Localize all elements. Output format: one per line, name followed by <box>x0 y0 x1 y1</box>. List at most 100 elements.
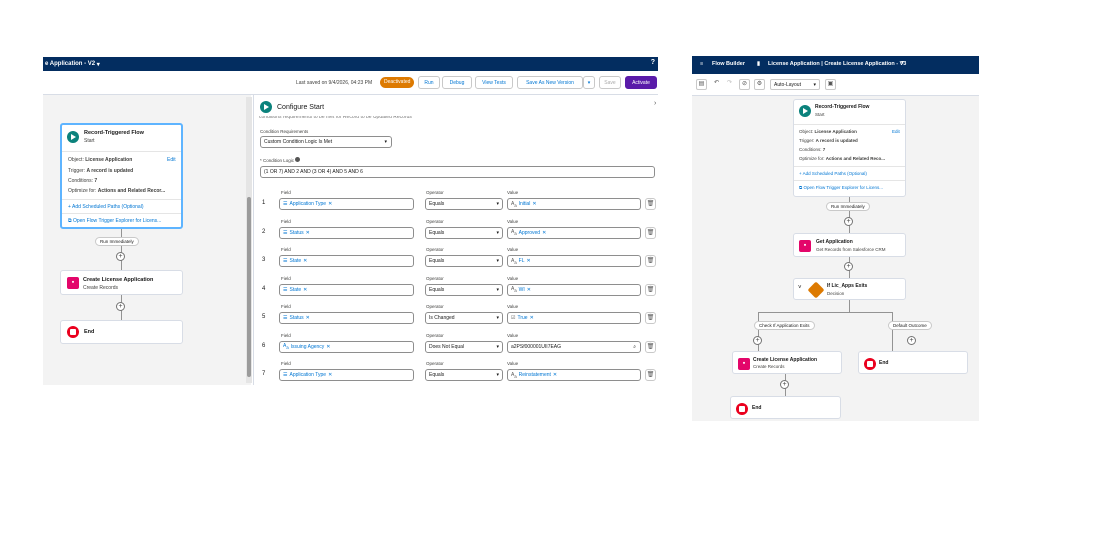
decision-node[interactable]: ˅ If Lic_Apps Exits Decision <box>793 278 906 300</box>
value-input[interactable]: Aa WI ✕ <box>507 283 641 296</box>
object-label: Object: <box>799 129 814 134</box>
row-number: 1 <box>262 200 266 206</box>
field-input[interactable]: ☰ State ✕ <box>279 283 414 296</box>
save-button[interactable]: Save <box>599 76 621 89</box>
gear-icon[interactable]: ⚙ <box>754 79 765 90</box>
operator-select[interactable]: Equals ▾ <box>425 226 503 239</box>
edit-link[interactable]: Edit <box>892 129 900 134</box>
run-button[interactable]: Run <box>418 76 440 89</box>
trash-icon[interactable]: 🗑 <box>645 340 656 353</box>
trigger-explorer-link[interactable]: ⧉ Open Flow Trigger Explorer for Licens.… <box>799 185 884 190</box>
create-sub: Create Records <box>83 285 119 291</box>
value-input[interactable]: Aa Approved ✕ <box>507 226 641 239</box>
operator-select[interactable]: Equals ▾ <box>425 283 503 296</box>
value-input[interactable]: Aa FL ✕ <box>507 255 641 267</box>
start-title: Record-Triggered Flow <box>84 130 144 136</box>
operator-select[interactable]: Equals ▾ <box>425 198 503 210</box>
chevron-down-icon[interactable]: ▾ <box>901 60 904 66</box>
add-element-icon[interactable]: + <box>844 262 853 271</box>
add-scheduled-paths-link[interactable]: + Add Scheduled Paths (Optional) <box>68 204 144 210</box>
configure-start-panel: Configure Start › conditions requirement… <box>246 95 658 385</box>
flow-canvas[interactable]: Record-Triggered Flow Start Object: Lice… <box>43 95 251 385</box>
add-scheduled-paths-link[interactable]: + Add Scheduled Paths (Optional) <box>799 171 867 176</box>
add-element-icon[interactable]: + <box>780 380 789 389</box>
undo-icon[interactable]: ↶ <box>711 79 722 90</box>
save-as-button[interactable]: Save As New Version <box>517 76 583 89</box>
get-records-node[interactable]: ▪ Get Application Get Records from Sales… <box>793 233 906 257</box>
condition-requirements-select[interactable]: Custom Condition Logic Is Met ▾ <box>260 136 392 148</box>
create-records-node[interactable]: ▪ Create License Application Create Reco… <box>732 351 842 374</box>
header-bar: e Application - V2 ▾ ? <box>43 57 658 71</box>
clipped-text: conditions requirements to be met for Re… <box>259 116 412 119</box>
trigger-explorer-link[interactable]: ⧉ Open Flow Trigger Explorer for Licens.… <box>68 218 162 224</box>
operator-select[interactable]: Equals ▾ <box>425 369 503 381</box>
divider <box>62 199 181 200</box>
value-input[interactable]: Aa Initial ✕ <box>507 198 641 210</box>
end-label: End <box>879 360 889 366</box>
divider <box>794 180 905 181</box>
trash-icon[interactable]: 🗑 <box>645 312 656 324</box>
disable-icon[interactable]: ⊘ <box>739 79 750 90</box>
info-icon <box>295 157 301 162</box>
trash-icon[interactable]: 🗑 <box>645 255 656 267</box>
add-element-icon[interactable]: + <box>116 252 125 261</box>
value-label: Value <box>507 361 519 366</box>
field-input[interactable]: ☰ State ✕ <box>279 255 414 267</box>
end-node-default[interactable]: End <box>858 351 968 374</box>
conditions-label: Conditions: <box>799 147 822 152</box>
start-title: Record-Triggered Flow <box>815 104 870 110</box>
value-input[interactable]: ☑ True ✕ <box>507 312 641 324</box>
chevron-down-icon[interactable]: ▾ <box>583 76 595 89</box>
end-node[interactable]: End <box>60 320 183 344</box>
trash-icon[interactable]: 🗑 <box>645 198 656 210</box>
debug-button[interactable]: Debug <box>442 76 472 89</box>
edit-link[interactable]: Edit <box>167 157 176 163</box>
create-records-node[interactable]: ▪ Create License Application Create Reco… <box>60 270 183 295</box>
field-icon: ☰ <box>283 258 288 264</box>
start-node[interactable]: Record-Triggered Flow Start Object: Lice… <box>60 123 183 229</box>
start-sub: Start <box>84 138 95 144</box>
create-title: Create License Application <box>753 357 817 363</box>
chevron-down-icon[interactable]: ˅ <box>798 285 802 291</box>
help-icon[interactable]: ? <box>650 59 655 66</box>
connector <box>849 197 850 205</box>
collapse-icon[interactable]: › <box>654 100 657 107</box>
add-element-icon[interactable]: + <box>116 302 125 311</box>
value-input[interactable]: Aa Reinstatement ✕ <box>507 369 641 381</box>
create-sub: Create Records <box>753 364 785 369</box>
trash-icon[interactable]: 🗑 <box>645 283 656 296</box>
end-node[interactable]: End <box>730 396 841 419</box>
operator-select[interactable]: Equals ▾ <box>425 255 503 267</box>
field-input[interactable]: ☰ Application Type ✕ <box>279 198 414 210</box>
play-icon <box>67 131 79 143</box>
canvas-icon[interactable]: ▣ <box>825 79 836 90</box>
add-element-icon[interactable]: + <box>844 217 853 226</box>
operator-select[interactable]: Does Not Equal ▾ <box>425 340 503 353</box>
condition-logic-input[interactable]: (1 OR 7) AND 2 AND (3 OR 4) AND 5 AND 6 <box>260 166 655 178</box>
divider <box>794 124 905 125</box>
condition-logic-label: * Condition Logic <box>260 157 301 163</box>
value-label: Value <box>507 190 519 195</box>
trash-icon[interactable]: 🗑 <box>645 226 656 239</box>
field-input[interactable]: ☰ Status ✕ <box>279 226 414 239</box>
field-input[interactable]: ☰ Application Type ✕ <box>279 369 414 381</box>
scrollbar-thumb[interactable] <box>247 197 251 377</box>
trash-icon[interactable]: 🗑 <box>645 369 656 381</box>
view-tests-button[interactable]: View Tests <box>475 76 513 89</box>
start-node[interactable]: Record-Triggered Flow Start Object: Lice… <box>793 99 906 197</box>
row-number: 2 <box>262 228 266 235</box>
menu-icon[interactable]: ≡ <box>700 61 704 67</box>
value-input[interactable]: a2PSf000001UII7EAG ⌕ <box>507 340 641 353</box>
field-input[interactable]: Aa Issuing Agency ✕ <box>279 340 414 353</box>
operator-select[interactable]: Is Changed ▾ <box>425 312 503 324</box>
activate-button[interactable]: Activate <box>625 76 657 89</box>
field-label: Field <box>281 304 291 309</box>
object-value: License Application <box>85 157 133 163</box>
panel-toggle-icon[interactable]: ▤ <box>696 79 707 90</box>
add-element-icon[interactable]: + <box>753 336 762 345</box>
layout-select[interactable]: Auto-Layout ▾ <box>770 79 820 90</box>
field-input[interactable]: ☰ Status ✕ <box>279 312 414 324</box>
add-element-icon[interactable]: + <box>907 336 916 345</box>
create-title: Create License Application <box>83 277 154 283</box>
redo-icon[interactable]: ↷ <box>724 79 735 90</box>
